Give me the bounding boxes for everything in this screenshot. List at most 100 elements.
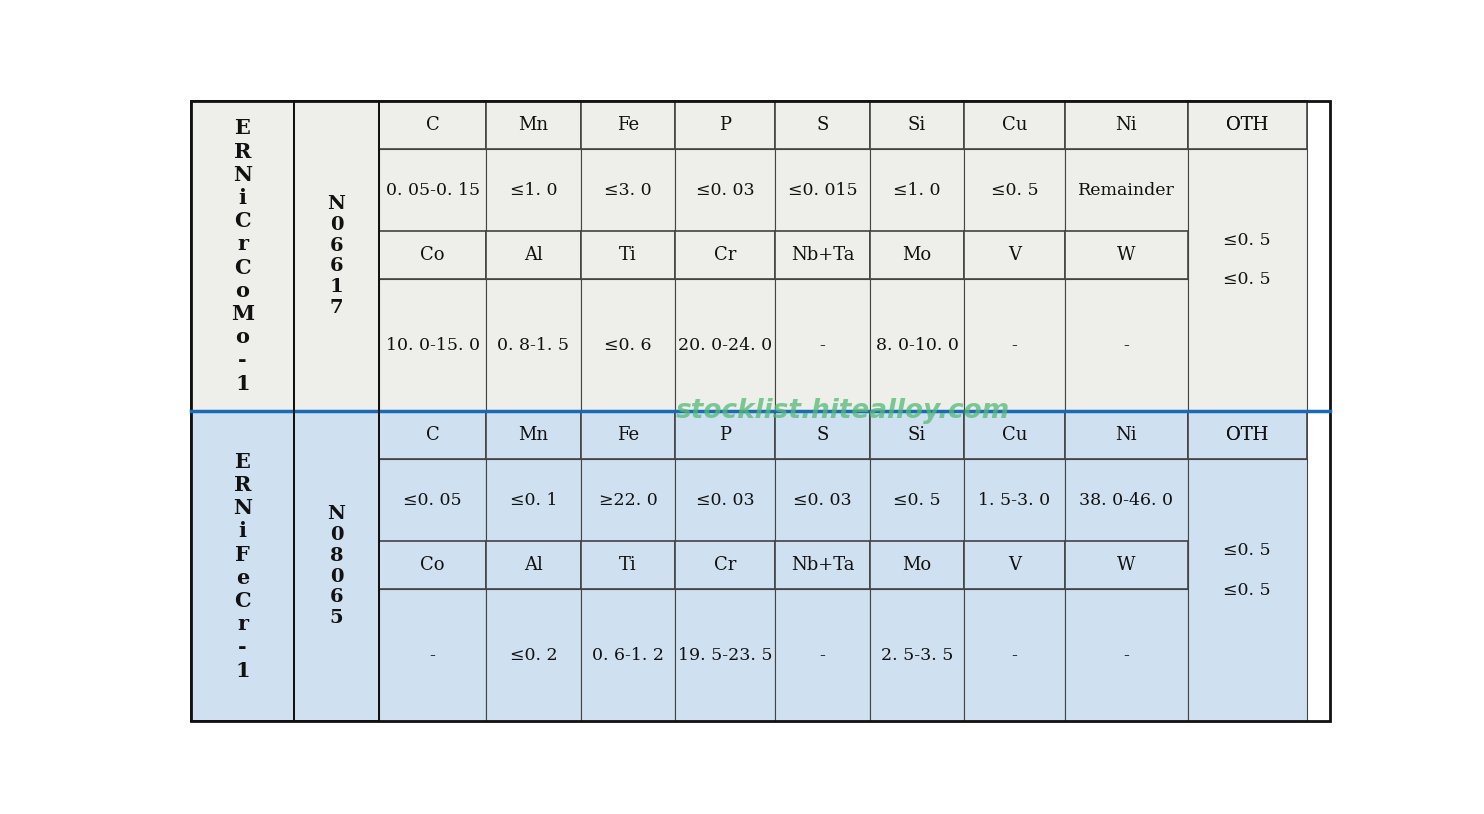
Text: Nb+Ta: Nb+Ta <box>791 557 855 575</box>
Text: Si: Si <box>908 426 926 444</box>
Text: OTH: OTH <box>1226 426 1269 444</box>
Text: Mn: Mn <box>518 116 549 133</box>
Bar <box>775 589 870 721</box>
Bar <box>580 149 675 231</box>
Bar <box>1187 149 1307 411</box>
Text: P: P <box>720 116 732 133</box>
Bar <box>378 589 487 721</box>
Text: ≤0. 03: ≤0. 03 <box>696 182 754 199</box>
Bar <box>870 231 965 279</box>
Bar <box>965 459 1064 541</box>
Text: -: - <box>1012 337 1018 353</box>
Bar <box>775 459 870 541</box>
Text: Mo: Mo <box>902 246 932 265</box>
Text: ≤0. 1: ≤0. 1 <box>509 492 556 509</box>
Text: 38. 0-46. 0: 38. 0-46. 0 <box>1079 492 1172 509</box>
Text: W: W <box>1117 246 1135 265</box>
Bar <box>580 279 675 411</box>
Text: ≤0. 5: ≤0. 5 <box>1223 582 1272 599</box>
Bar <box>1064 541 1187 589</box>
Bar <box>775 279 870 411</box>
Bar <box>675 589 775 721</box>
Bar <box>1187 411 1307 459</box>
Bar <box>191 101 294 411</box>
Text: OTH: OTH <box>1226 116 1269 133</box>
Text: Co: Co <box>420 557 445 575</box>
Bar <box>1187 101 1307 149</box>
Text: Mn: Mn <box>518 426 549 444</box>
Bar <box>775 411 870 459</box>
Bar <box>870 149 965 231</box>
Bar <box>487 279 580 411</box>
Text: ≤0. 03: ≤0. 03 <box>696 492 754 509</box>
Text: 0. 8-1. 5: 0. 8-1. 5 <box>497 337 570 353</box>
Bar <box>775 541 870 589</box>
Text: Ni: Ni <box>1116 426 1137 444</box>
Text: V: V <box>1008 557 1021 575</box>
Bar <box>675 279 775 411</box>
Text: 2. 5-3. 5: 2. 5-3. 5 <box>881 647 953 664</box>
Text: -: - <box>430 647 436 664</box>
Bar <box>870 101 965 149</box>
Bar <box>775 149 870 231</box>
Bar <box>965 149 1064 231</box>
Text: N
0
6
6
1
7: N 0 6 6 1 7 <box>328 195 346 317</box>
Bar <box>294 411 378 721</box>
Bar <box>775 101 870 149</box>
Bar <box>675 149 775 231</box>
Text: Cr: Cr <box>714 246 736 265</box>
Text: E
R
N
i
F
e
C
r
-
1: E R N i F e C r - 1 <box>233 452 252 681</box>
Text: -: - <box>819 647 825 664</box>
Bar <box>378 411 487 459</box>
Text: Si: Si <box>908 116 926 133</box>
Bar <box>191 411 294 721</box>
Text: ≤0. 05: ≤0. 05 <box>404 492 462 509</box>
Bar <box>675 541 775 589</box>
Bar <box>378 541 487 589</box>
Text: Mo: Mo <box>902 557 932 575</box>
Bar <box>378 459 487 541</box>
Text: V: V <box>1008 246 1021 265</box>
Bar <box>870 589 965 721</box>
Bar <box>965 231 1064 279</box>
Text: Remainder: Remainder <box>1077 182 1174 199</box>
Bar <box>294 101 378 411</box>
Bar <box>378 101 487 149</box>
Bar <box>675 231 775 279</box>
Text: ≤1. 0: ≤1. 0 <box>893 182 941 199</box>
Bar <box>1187 459 1307 721</box>
Bar <box>1187 411 1307 459</box>
Text: 19. 5-23. 5: 19. 5-23. 5 <box>678 647 773 664</box>
Text: ≤0. 03: ≤0. 03 <box>794 492 852 509</box>
Bar <box>965 411 1064 459</box>
Text: ≤0. 5: ≤0. 5 <box>893 492 941 509</box>
Bar <box>1187 101 1307 149</box>
Bar <box>870 541 965 589</box>
Bar <box>487 231 580 279</box>
Text: W: W <box>1117 557 1135 575</box>
Text: Cr: Cr <box>714 557 736 575</box>
Text: ≤1. 0: ≤1. 0 <box>509 182 556 199</box>
Bar <box>675 459 775 541</box>
Text: Ti: Ti <box>619 557 637 575</box>
Text: Fe: Fe <box>617 426 640 444</box>
Bar <box>870 411 965 459</box>
Bar <box>675 101 775 149</box>
Bar <box>487 541 580 589</box>
Text: 0. 05-0. 15: 0. 05-0. 15 <box>386 182 479 199</box>
Text: 1. 5-3. 0: 1. 5-3. 0 <box>978 492 1051 509</box>
Text: Cu: Cu <box>1002 426 1027 444</box>
Text: C: C <box>426 116 439 133</box>
Bar <box>1064 101 1187 149</box>
Text: Nb+Ta: Nb+Ta <box>791 246 855 265</box>
Bar <box>965 279 1064 411</box>
Bar <box>487 101 580 149</box>
Text: Ni: Ni <box>1116 116 1137 133</box>
Bar <box>965 589 1064 721</box>
Text: -: - <box>1012 647 1018 664</box>
Text: ≤0. 5: ≤0. 5 <box>1223 272 1272 288</box>
Text: N
0
8
0
6
5: N 0 8 0 6 5 <box>328 505 346 628</box>
Bar <box>1064 589 1187 721</box>
Bar <box>378 231 487 279</box>
Bar <box>1064 411 1187 459</box>
